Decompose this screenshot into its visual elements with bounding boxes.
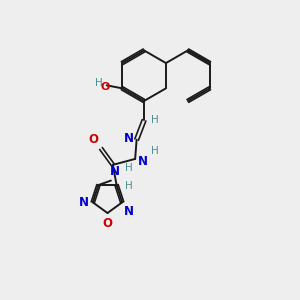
Text: N: N bbox=[124, 132, 134, 145]
Text: O: O bbox=[103, 217, 112, 230]
Text: H: H bbox=[151, 115, 158, 125]
Text: N: N bbox=[79, 196, 89, 209]
Text: O: O bbox=[88, 133, 99, 146]
Text: O: O bbox=[100, 82, 110, 92]
Text: N: N bbox=[138, 155, 148, 168]
Text: N: N bbox=[124, 205, 134, 218]
Text: H: H bbox=[124, 182, 132, 191]
Text: H: H bbox=[124, 163, 132, 172]
Text: H: H bbox=[152, 146, 159, 157]
Text: N: N bbox=[110, 165, 120, 178]
Text: H: H bbox=[95, 78, 103, 88]
